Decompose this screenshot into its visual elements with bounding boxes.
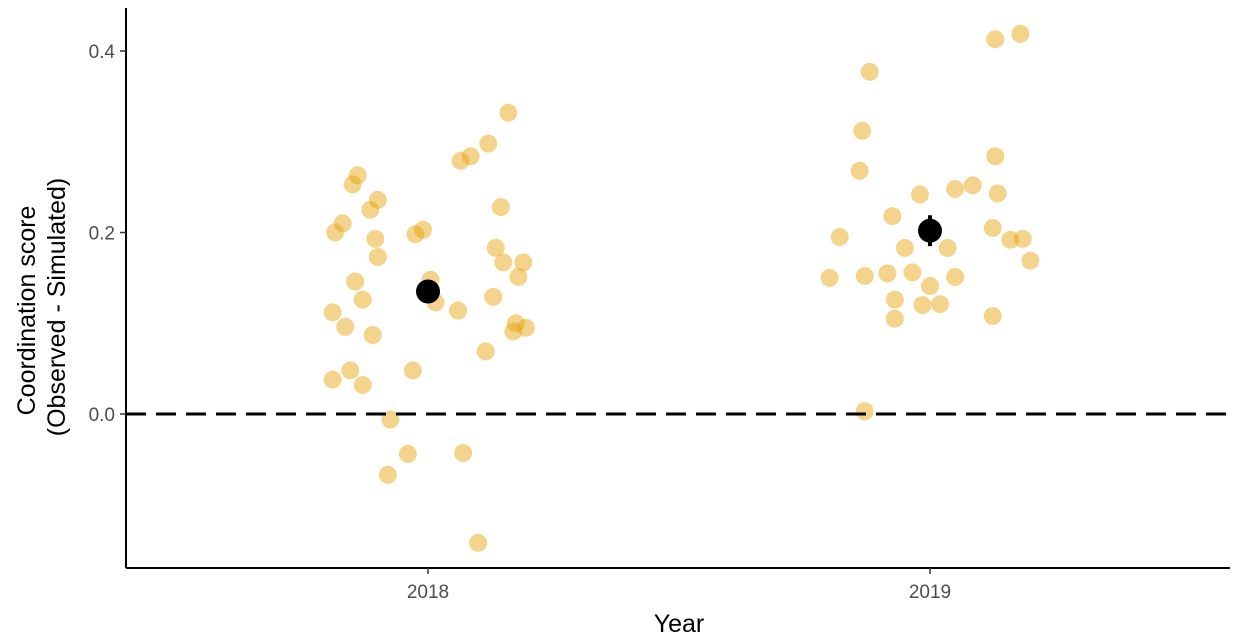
data-point [1013,229,1032,248]
x-axis-title: Year [654,610,705,638]
x-tick-label: 2018 [407,582,449,603]
data-point [830,228,849,247]
data-point [353,375,372,394]
y-tick-label: 0.2 [89,224,115,245]
data-point [986,30,1005,49]
data-point [938,238,957,257]
x-tick-label: 2019 [909,582,951,603]
data-point [885,290,904,309]
data-point [479,134,498,153]
data-point [986,147,1005,166]
data-point [333,214,352,233]
data-point [1001,230,1020,249]
data-point [850,161,869,180]
data-point [853,121,872,140]
data-point [336,317,355,336]
data-point [346,272,365,291]
mean-summaries [416,215,942,304]
data-point [499,103,518,122]
data-point [368,190,387,209]
data-point [348,166,367,185]
data-point [931,295,950,314]
data-point [983,218,1002,237]
data-point [860,62,879,81]
data-point [514,253,533,272]
data-point [921,277,939,296]
data-point [486,238,505,257]
y-axis-title-line-2: (Observed - Simulated) [43,178,71,436]
data-point [361,200,380,219]
data-point [946,267,965,286]
data-point [878,264,897,283]
data-point [903,263,922,282]
data-point [516,318,535,337]
data-point [449,301,468,320]
data-point [341,361,360,380]
data-point [323,303,342,322]
data-point [885,309,904,328]
x-axis-ticks: 2018 2019 [407,568,951,603]
mean-point [918,218,942,243]
data-point [963,176,982,195]
data-point [476,342,495,361]
data-point [454,444,473,463]
y-axis-ticks: 0.0 0.2 0.4 [89,42,126,426]
data-point [895,238,914,257]
data-point [461,147,480,166]
data-point [509,267,528,286]
data-point [343,175,362,194]
y-tick-label: 0.0 [89,405,115,426]
data-point [413,220,432,239]
data-point [484,287,503,306]
data-point [820,268,839,287]
data-point [403,361,422,380]
data-point [494,253,513,272]
data-point [366,229,385,248]
y-axis-title: Coordination score (Observed - Simulated… [13,178,71,436]
data-point [1011,24,1030,43]
data-point [1021,251,1040,270]
data-point [883,207,902,226]
data-point [946,179,965,198]
mean-point [416,279,440,304]
data-point [983,306,1002,325]
data-point [326,223,345,242]
data-point [368,248,387,267]
data-point [491,198,510,217]
y-tick-label: 0.4 [89,42,116,63]
data-point [363,326,382,345]
data-point [504,322,523,341]
data-point [353,290,372,309]
data-point [323,370,342,389]
data-point [855,267,874,286]
y-axis-title-line-1: Coordination score [13,206,41,416]
data-point [910,185,929,204]
data-point [406,225,425,244]
data-point [855,402,874,421]
data-point [451,151,470,170]
data-point [469,533,488,552]
data-point [378,465,397,484]
data-point [506,314,525,333]
data-point [913,296,932,315]
data-point [988,184,1007,203]
data-point [398,444,417,463]
